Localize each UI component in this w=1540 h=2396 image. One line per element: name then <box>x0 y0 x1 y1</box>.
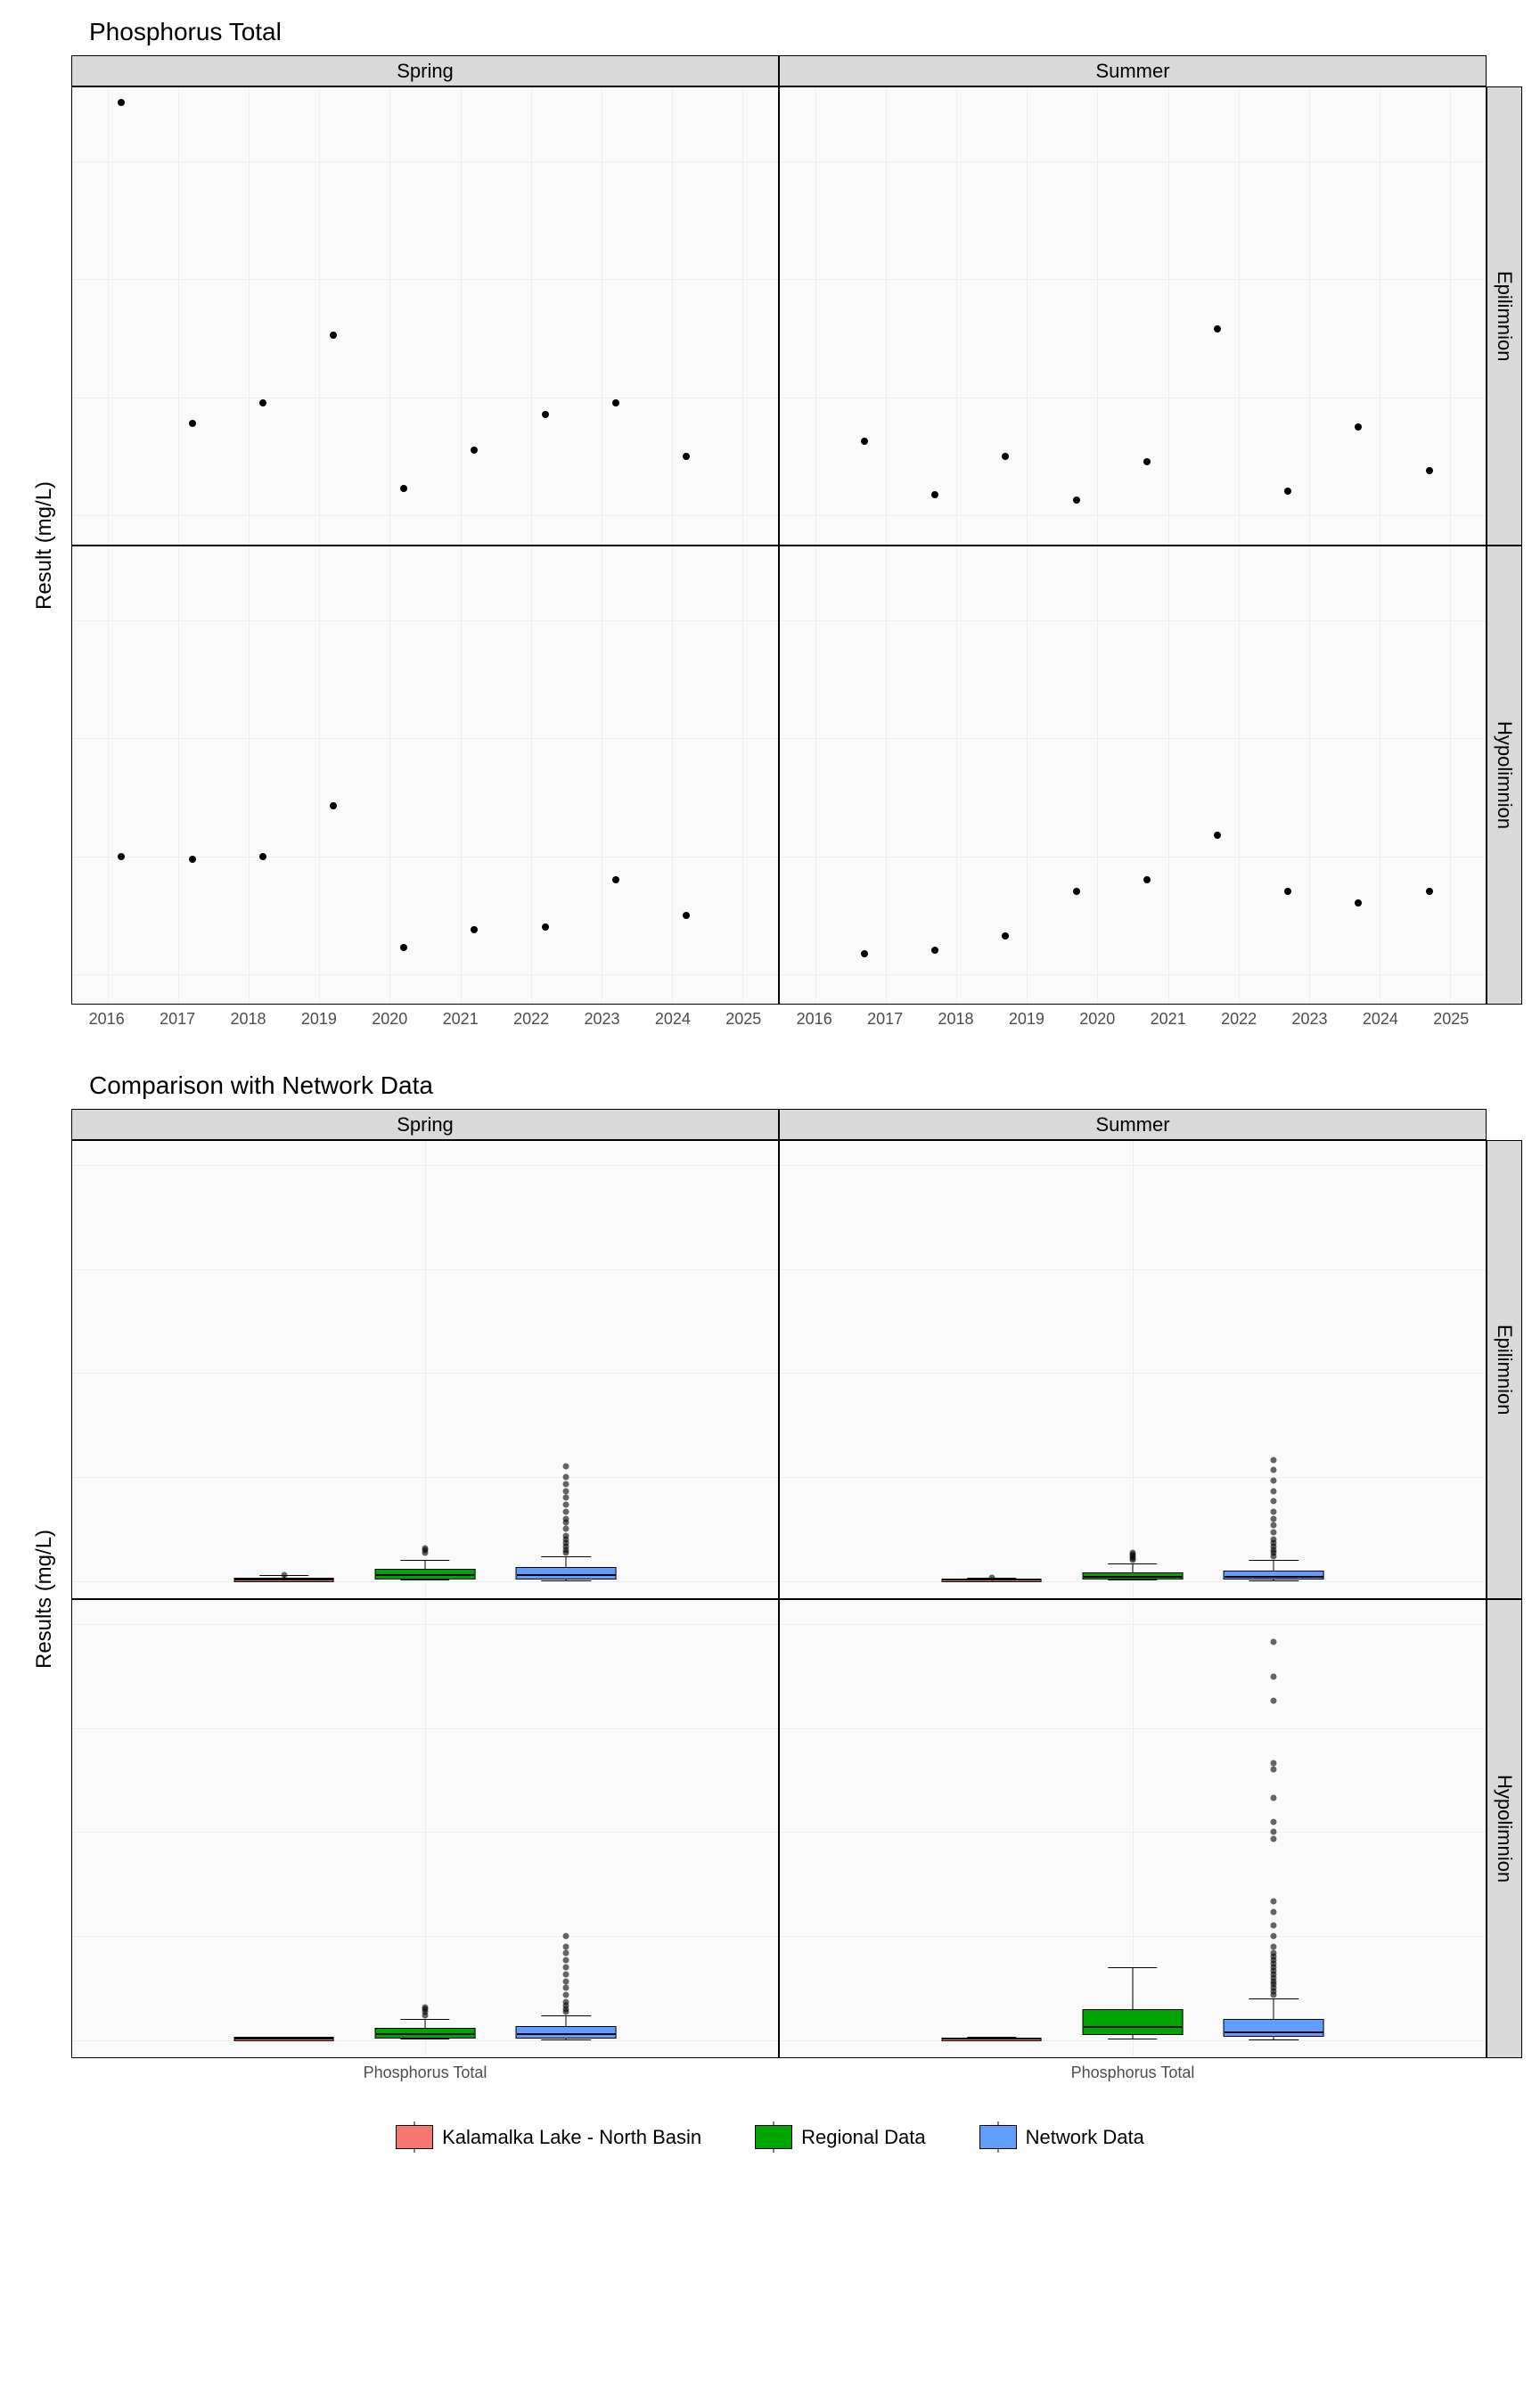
data-point <box>1426 888 1433 895</box>
legend-label-regional: Regional Data <box>801 2126 925 2149</box>
chart2-title: Comparison with Network Data <box>89 1071 1522 1100</box>
row-header-epi-2: Epilimnion <box>1487 1140 1522 1599</box>
panel-spring-epi: 0.0040.0080.0120.016 <box>71 86 779 546</box>
row-header-hypo-2: Hypolimnion <box>1487 1599 1522 2058</box>
col-header-summer: Summer <box>779 55 1487 86</box>
data-point <box>1002 453 1009 460</box>
data-point <box>471 447 478 454</box>
data-point <box>1002 932 1009 940</box>
col-header-summer-2: Summer <box>779 1109 1487 1140</box>
legend-label-kalamalka: Kalamalka Lake - North Basin <box>442 2126 701 2149</box>
legend-item-regional: Regional Data <box>755 2125 925 2149</box>
data-point <box>1073 888 1080 895</box>
legend: Kalamalka Lake - North Basin Regional Da… <box>18 2125 1522 2149</box>
data-point <box>1073 496 1080 504</box>
data-point <box>1355 899 1362 907</box>
legend-item-network: Network Data <box>979 2125 1144 2149</box>
legend-item-kalamalka: Kalamalka Lake - North Basin <box>396 2125 701 2149</box>
data-point <box>1284 888 1291 895</box>
panel-summer-hypo <box>779 546 1487 1005</box>
chart1-xaxis-right: 2016201720182019202020212022202320242025 <box>779 1005 1487 1036</box>
data-point <box>259 853 266 860</box>
col-header-spring: Spring <box>71 55 779 86</box>
chart1-ylabel: Result (mg/L) <box>18 86 71 1005</box>
data-point <box>400 485 407 492</box>
data-point <box>612 876 619 883</box>
row-header-hypo: Hypolimnion <box>1487 546 1522 1005</box>
data-point <box>931 947 938 954</box>
data-point <box>189 420 196 427</box>
chart2-xaxis-left: Phosphorus Total <box>71 2058 779 2089</box>
panel2-summer-epi <box>779 1140 1487 1599</box>
chart2-xaxis-right: Phosphorus Total <box>779 2058 1487 2089</box>
data-point <box>542 923 549 931</box>
data-point <box>861 438 868 445</box>
data-point <box>1426 467 1433 474</box>
chart1-title: Phosphorus Total <box>89 18 1522 46</box>
data-point <box>330 332 337 339</box>
data-point <box>683 453 690 460</box>
data-point <box>118 99 125 106</box>
chart1-xaxis-left: 2016201720182019202020212022202320242025 <box>71 1005 779 1036</box>
data-point <box>931 491 938 498</box>
legend-swatch-regional <box>755 2125 792 2149</box>
panel2-spring-epi: 0.00.30.60.91.2 <box>71 1140 779 1599</box>
data-point <box>1143 876 1151 883</box>
data-point <box>330 802 337 809</box>
boxplot-chart: Comparison with Network Data Spring Summ… <box>18 1071 1522 2089</box>
data-point <box>1143 458 1151 465</box>
data-point <box>1214 832 1221 839</box>
scatter-chart: Phosphorus Total Spring Summer Result (m… <box>18 18 1522 1036</box>
legend-swatch-kalamalka <box>396 2125 433 2149</box>
row-header-epi: Epilimnion <box>1487 86 1522 546</box>
data-point <box>1284 488 1291 495</box>
data-point <box>189 856 196 863</box>
legend-label-network: Network Data <box>1026 2126 1144 2149</box>
legend-swatch-network <box>979 2125 1017 2149</box>
chart2-ylabel: Results (mg/L) <box>18 1140 71 2058</box>
data-point <box>259 399 266 406</box>
panel2-spring-hypo: 0.00.30.60.91.2 <box>71 1599 779 2058</box>
panel-spring-hypo: 0.0040.0080.0120.016 <box>71 546 779 1005</box>
chart2-grid: Spring Summer Results (mg/L) 0.00.30.60.… <box>18 1109 1522 2089</box>
chart1-grid: Spring Summer Result (mg/L) 0.0040.0080.… <box>18 55 1522 1036</box>
panel2-summer-hypo <box>779 1599 1487 2058</box>
data-point <box>542 411 549 418</box>
data-point <box>471 926 478 933</box>
data-point <box>683 912 690 919</box>
panel-summer-epi <box>779 86 1487 546</box>
data-point <box>1355 423 1362 431</box>
data-point <box>861 950 868 957</box>
data-point <box>612 399 619 406</box>
data-point <box>1214 325 1221 332</box>
data-point <box>118 853 125 860</box>
col-header-spring-2: Spring <box>71 1109 779 1140</box>
data-point <box>400 944 407 951</box>
